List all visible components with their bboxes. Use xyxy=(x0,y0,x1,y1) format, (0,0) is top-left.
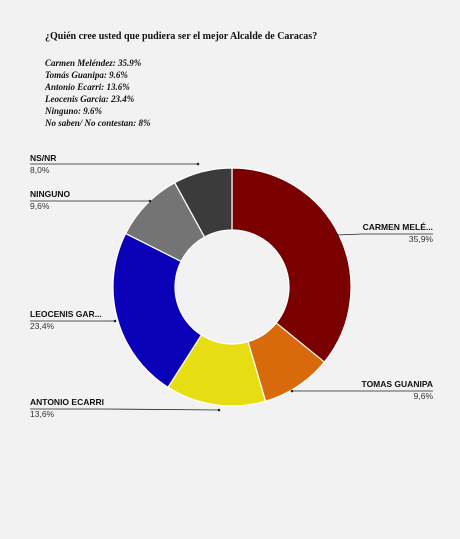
slice-value-label: 9,6% xyxy=(30,201,50,211)
slice-label: TOMAS GUANIPA xyxy=(362,379,433,389)
result-line: Tomás Guanipa: 9.6% xyxy=(45,70,128,80)
result-line: Ninguno: 9.6% xyxy=(45,106,103,116)
result-line: Antonio Ecarri: 13.6% xyxy=(45,82,130,92)
slice-value-label: 35,9% xyxy=(409,234,434,244)
slice-value-label: 13,6% xyxy=(30,409,55,419)
slice-label: NINGUNO xyxy=(30,189,71,199)
donut-slice-1 xyxy=(231,167,352,363)
leader-line xyxy=(104,408,220,411)
leader-dot xyxy=(113,319,117,323)
result-line: Carmen Meléndez: 35.9% xyxy=(45,58,142,68)
donut-slice-6 xyxy=(173,167,233,238)
slice-label: LEOCENIS GAR... xyxy=(30,309,102,319)
slice-label: NS/NR xyxy=(30,153,56,163)
slice-value-label: 23,4% xyxy=(30,321,55,331)
leader-dot xyxy=(148,199,152,203)
results-list: Carmen Meléndez: 35.9% Tomás Guanipa: 9.… xyxy=(45,57,151,129)
slice-value-label: 8,0% xyxy=(30,165,50,175)
leader-dot xyxy=(290,389,294,393)
result-line: No saben/ No contestan: 8% xyxy=(45,118,151,128)
slice-label: ANTONIO ECARRI xyxy=(30,397,104,407)
slice-label: CARMEN MELÉ... xyxy=(363,222,433,232)
leader-dot xyxy=(335,233,339,237)
slice-value-label: 9,6% xyxy=(414,391,434,401)
leader-line xyxy=(336,233,363,236)
result-line: Leocenis Garcia: 23.4% xyxy=(45,94,135,104)
leader-dot xyxy=(196,162,200,166)
donut-slice-4 xyxy=(112,232,203,389)
leader-dot xyxy=(217,408,221,412)
poll-question: ¿Quién cree usted que pudiera ser el mej… xyxy=(45,31,318,42)
